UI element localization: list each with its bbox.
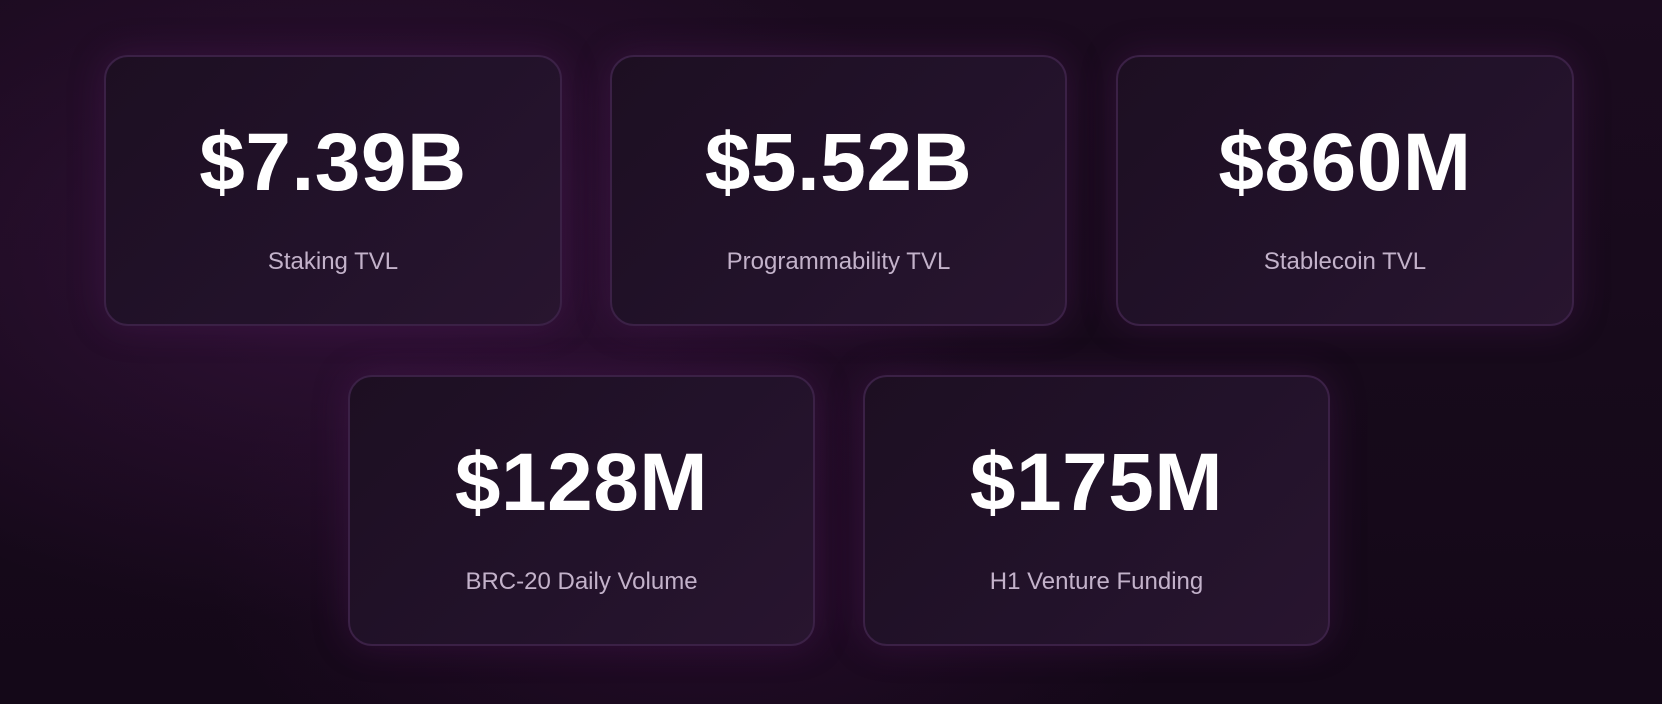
stat-label: Staking TVL (267, 248, 399, 275)
stat-label: H1 Venture Funding (989, 568, 1204, 595)
stat-value: $175M (969, 437, 1224, 528)
stat-value: $128M (454, 437, 709, 528)
stat-value: $860M (1218, 117, 1472, 208)
stat-card-stablecoin-tvl: $860M Stablecoin TVL (1116, 55, 1574, 326)
stat-card-brc20-daily-volume: $128M BRC-20 Daily Volume (348, 375, 815, 646)
stat-label: Programmability TVL (726, 248, 951, 275)
stat-label: Stablecoin TVL (1263, 248, 1427, 275)
stat-card-h1-venture-funding: $175M H1 Venture Funding (863, 375, 1330, 646)
stat-value: $7.39B (199, 117, 467, 208)
stat-card-staking-tvl: $7.39B Staking TVL (104, 55, 562, 326)
stat-value: $5.52B (704, 117, 973, 208)
stat-label: BRC-20 Daily Volume (465, 568, 698, 595)
stat-card-programmability-tvl: $5.52B Programmability TVL (610, 55, 1067, 326)
